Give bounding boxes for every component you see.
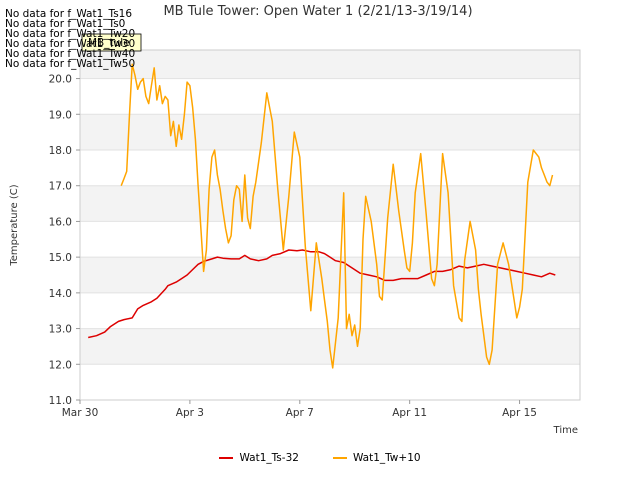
y-tick-label: 11.0 <box>49 395 72 407</box>
tooltip-text: MB_tule <box>88 37 130 49</box>
legend: Wat1_Ts-32 Wat1_Tw+10 <box>0 452 640 464</box>
series-lines <box>88 63 556 369</box>
y-tick-label: 20.0 <box>49 74 72 86</box>
series-line-1 <box>120 63 554 369</box>
y-tick-label: 13.0 <box>49 324 72 336</box>
x-tick-label: Apr 7 <box>286 407 314 419</box>
legend-swatch <box>332 457 347 459</box>
legend-label: Wat1_Ts-32 <box>239 452 299 464</box>
x-tick-label: Apr 15 <box>502 407 537 419</box>
x-axis: Mar 30 Apr 3 Apr 7 Apr 11 Apr 15 <box>62 400 537 419</box>
legend-swatch <box>219 457 234 459</box>
y-tick-label: 18.0 <box>49 145 72 157</box>
legend-label: Wat1_Tw+10 <box>352 452 421 464</box>
y-axis: 11.0 12.0 13.0 14.0 15.0 16.0 17.0 18.0 19.0 20.0 <box>49 74 80 407</box>
x-tick-label: Apr 3 <box>176 407 204 419</box>
y-tick-label: 17.0 <box>49 181 72 193</box>
x-axis-label: Time <box>553 425 578 436</box>
y-tick-label: 12.0 <box>49 359 72 371</box>
y-tick-label: 15.0 <box>49 252 72 264</box>
legend-item-tw10[interactable]: Wat1_Tw+10 <box>332 452 421 464</box>
y-tick-label: 14.0 <box>49 288 72 300</box>
plot-frame <box>79 49 581 401</box>
y-tick-label: 19.0 <box>49 109 72 121</box>
no-data-message: No data for f_Wat1_Tw20 <box>5 28 136 40</box>
chart-title: MB Tule Tower: Open Water 1 (2/21/13-3/1… <box>163 4 472 19</box>
y-tick-label: 16.0 <box>49 216 72 228</box>
legend-item-ts32[interactable]: Wat1_Ts-32 <box>219 452 299 464</box>
no-data-message: No data for f_Wat1_Ts16 <box>5 8 133 20</box>
x-tick-label: Mar 30 <box>62 407 99 419</box>
plot-band <box>80 50 580 79</box>
no-data-message: No data for f_Wat1_Tw50 <box>5 58 136 70</box>
plot-band <box>80 114 580 150</box>
no-data-message: No data for f_Wat1_Tw40 <box>5 48 136 60</box>
y-axis-label: Temperature (C) <box>9 184 20 266</box>
plot-band <box>80 185 580 222</box>
no-data-message: No data for f_Wat1_Tw30 <box>5 38 136 50</box>
no-data-message: No data for f_Wat1_Ts0 <box>5 18 126 30</box>
tooltip-box: MB_tule <box>81 33 142 52</box>
tooltip-background <box>81 33 142 52</box>
plot-band <box>80 257 580 293</box>
series-line-0 <box>88 249 556 339</box>
x-tick-label: Apr 11 <box>392 407 427 419</box>
